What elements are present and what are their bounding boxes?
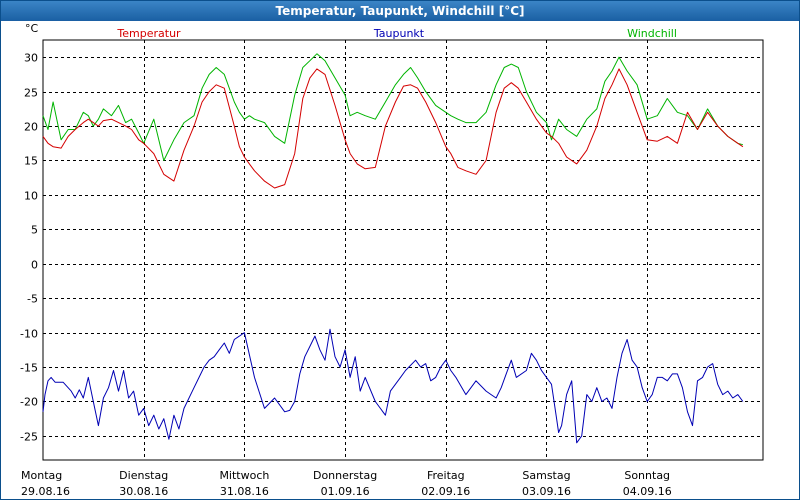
day-name-label: Montag xyxy=(21,469,62,482)
plot-frame xyxy=(42,39,764,461)
legend-temperatur: Temperatur xyxy=(116,27,181,40)
y-tick-label: 10 xyxy=(24,190,38,203)
day-name-label: Mittwoch xyxy=(219,469,269,482)
y-tick-label: -20 xyxy=(20,396,38,409)
day-date-label: 29.08.16 xyxy=(21,485,70,498)
day-date-label: 01.09.16 xyxy=(321,485,370,498)
y-tick-label: -15 xyxy=(20,362,38,375)
day-name-label: Freitag xyxy=(427,469,465,482)
y-tick-label: 5 xyxy=(31,224,38,237)
series-line-taupunkt xyxy=(42,328,744,444)
window-title: Temperatur, Taupunkt, Windchill [°C] xyxy=(1,1,799,21)
legend-taupunkt: Taupunkt xyxy=(373,27,425,40)
day-name-label: Dienstag xyxy=(119,469,168,482)
y-tick-label: 30 xyxy=(24,52,38,65)
y-axis-unit: °C xyxy=(25,22,39,35)
day-name-label: Donnerstag xyxy=(313,469,377,482)
y-tick-label: 0 xyxy=(31,259,38,272)
chart-area: 30 25 20 15 10 5 0 -5 -10 -15 -20 -25 °C Montag 29.08.… xyxy=(20,22,764,498)
legend-windchill: Windchill xyxy=(627,27,677,40)
y-tick-label: 20 xyxy=(24,121,38,134)
day-name-label: Samstag xyxy=(522,469,570,482)
day-name-label: Sonntag xyxy=(624,469,670,482)
series-line-windchill xyxy=(42,53,744,161)
day-date-label: 31.08.16 xyxy=(220,485,269,498)
y-tick-label: -25 xyxy=(20,431,38,444)
series-line-temperatur xyxy=(42,68,744,189)
day-date-label: 03.09.16 xyxy=(522,485,571,498)
y-tick-label: -10 xyxy=(20,328,38,341)
y-tick-label: 25 xyxy=(24,87,38,100)
day-date-label: 30.08.16 xyxy=(119,485,168,498)
day-date-label: 04.09.16 xyxy=(623,485,672,498)
y-tick-label: 15 xyxy=(24,155,38,168)
day-date-label: 02.09.16 xyxy=(421,485,470,498)
y-tick-label: -5 xyxy=(27,293,38,306)
